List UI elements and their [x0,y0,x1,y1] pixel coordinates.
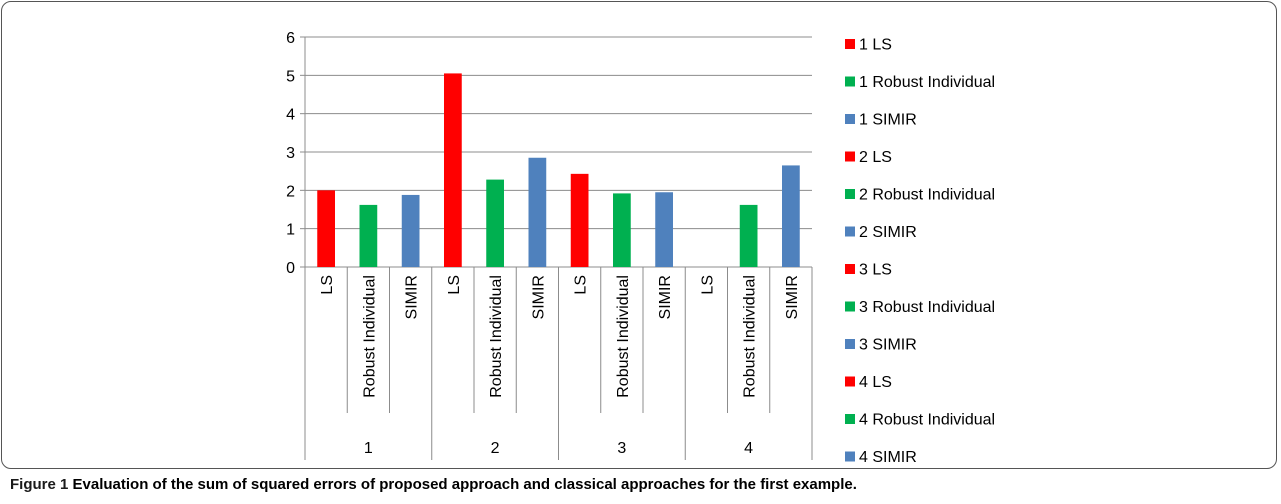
legend-entry: 3 LS [859,262,892,279]
legend-swatch [845,339,855,349]
legend-entry: 1 LS [859,37,892,54]
legend-swatch [845,451,855,462]
bar [613,193,631,267]
legend-entry: 2 SIMIR [859,224,917,241]
bar-chart: 0 1 2 3 4 5 6 LS Robust Individual SIMIR LS Robust … [286,30,995,466]
category-tick-label: LS [319,275,336,295]
category-tick-label: LS [573,275,590,295]
legend-entry: 1 SIMIR [859,112,917,129]
y-tick-label: 0 [286,260,295,277]
legend-swatch [845,76,855,87]
category-tick-label: SIMIR [657,275,674,319]
legend-swatch [845,376,855,387]
category-tick-label: Robust Individual [488,275,505,398]
bar [570,173,589,267]
y-tick-label: 6 [286,30,295,47]
legend-entry: 4 LS [859,374,892,391]
legend-swatch [845,226,855,237]
category-tick-label: Robust Individual [615,275,632,398]
bar [655,192,673,267]
category-tick-label: SIMIR [784,275,801,319]
bar [444,73,462,268]
bar [401,194,420,267]
figure-frame [1,1,1277,469]
legend-entry: 1 Robust Individual [859,74,995,91]
group-tick-label: 3 [617,440,626,457]
y-tick-label: 2 [286,183,295,200]
legend-swatch [845,189,855,199]
caption-label: Figure 1 [10,476,69,493]
y-tick-label: 4 [286,107,295,124]
bar [317,190,335,267]
y-tick-label: 3 [286,145,295,162]
bar [359,204,378,267]
group-tick-label: 1 [364,440,373,457]
bar [782,165,800,267]
group-tick-label: 2 [491,440,500,457]
category-tick-label: Robust Individual [742,275,759,398]
bar [528,157,547,267]
legend-swatch [845,301,855,312]
legend-entry: 4 SIMIR [859,449,917,466]
legend-entry: 3 SIMIR [859,337,917,354]
legend-swatch [845,414,855,424]
caption-text: Evaluation of the sum of squared errors … [72,476,857,493]
group-tick-label: 4 [744,440,753,457]
category-tick-label: Robust Individual [361,275,378,398]
legend-swatch [845,114,855,124]
legend-swatch [845,151,855,162]
bar [739,204,758,267]
legend-entry: 3 Robust Individual [859,299,995,316]
figure-caption: Figure 1 Evaluation of the sum of square… [10,476,1270,493]
legend-entry: 2 LS [859,149,892,166]
legend-entry: 4 Robust Individual [859,412,995,429]
legend-swatch [845,264,855,274]
y-tick-label: 1 [286,222,295,239]
legend-swatch [845,39,855,49]
y-tick-label: 5 [286,68,295,85]
category-tick-label: SIMIR [530,275,547,319]
legend-entry: 2 Robust Individual [859,187,995,204]
bar [486,179,504,267]
category-tick-label: SIMIR [404,275,421,319]
category-tick-label: LS [446,275,463,295]
category-tick-label: LS [699,275,716,295]
